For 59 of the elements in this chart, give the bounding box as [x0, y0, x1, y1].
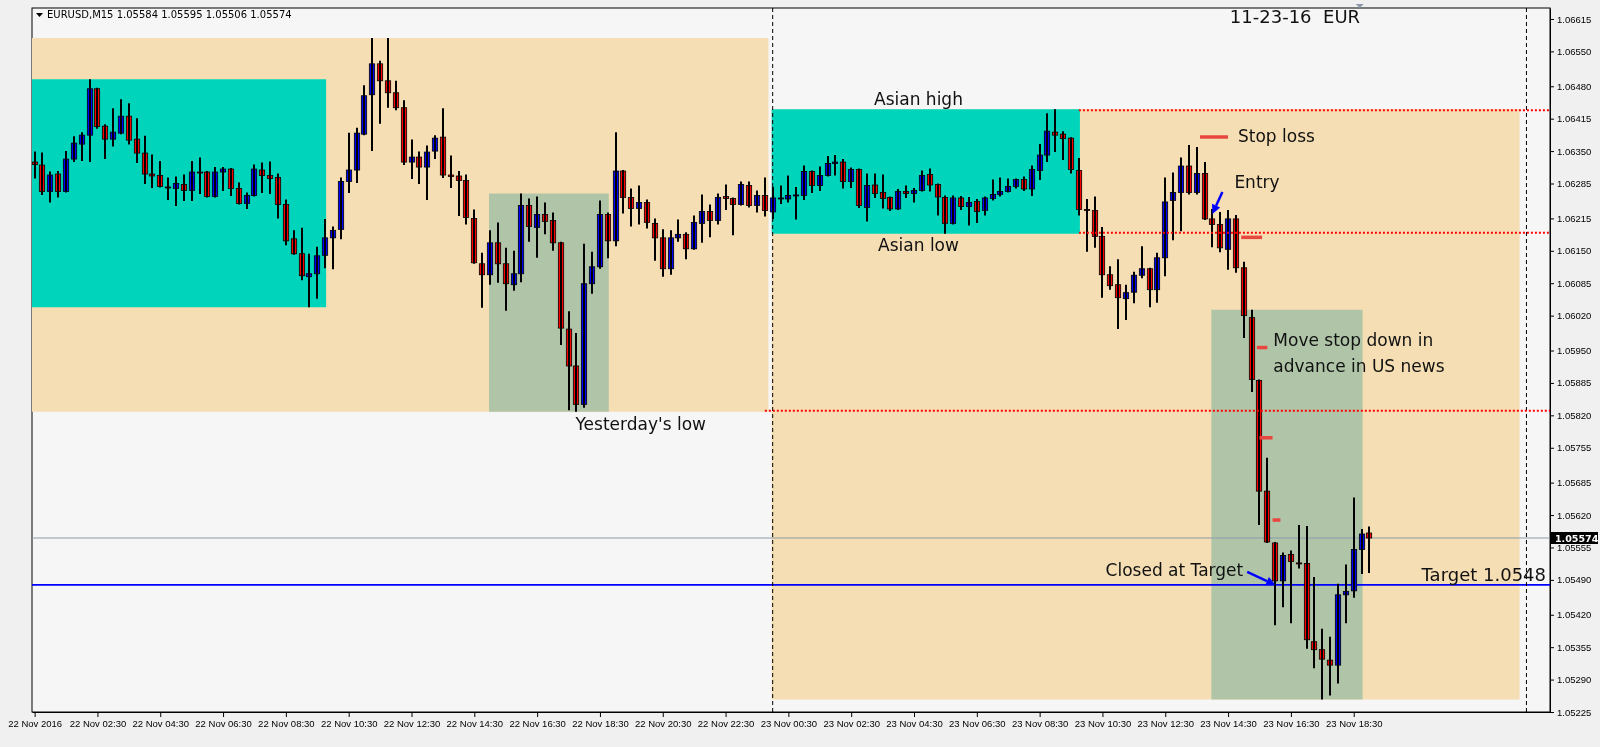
y-tick-label: 1.05950 — [1557, 345, 1592, 357]
y-tick-label: 1.05555 — [1557, 542, 1592, 554]
y-tick-label: 1.05490 — [1557, 574, 1592, 586]
candlestick — [164, 177, 172, 200]
x-tick-label: 22 Nov 04:30 — [132, 717, 189, 729]
x-tick-label: 23 Nov 08:30 — [1011, 717, 1069, 729]
x-tick-label: 22 Nov 20:30 — [635, 717, 692, 729]
y-tick-label: 1.06020 — [1557, 310, 1592, 322]
y-tick-label: 1.06550 — [1557, 45, 1592, 57]
x-tick-label: 22 Nov 22:30 — [697, 717, 755, 729]
x-tick-label: 22 Nov 18:30 — [572, 717, 629, 729]
chart-subtitle: 11-23-16 EUR — [1229, 6, 1361, 27]
candlestick — [1295, 525, 1303, 569]
y-tick-label: 1.06350 — [1557, 145, 1592, 157]
ref-line-label: Target 1.0548 — [1420, 563, 1546, 585]
y-tick-label: 1.06150 — [1557, 245, 1592, 257]
x-tick-label: 23 Nov 06:30 — [949, 717, 1006, 729]
x-tick-label: 23 Nov 02:30 — [823, 717, 880, 729]
x-tick-label: 22 Nov 12:30 — [383, 717, 441, 729]
x-tick-label: 23 Nov 10:30 — [1074, 717, 1132, 729]
y-tick-label: 1.05820 — [1557, 409, 1592, 421]
y-tick-label: 1.06615 — [1557, 13, 1592, 25]
annotation: Asian low — [878, 234, 960, 255]
x-tick-label: 23 Nov 00:30 — [760, 717, 818, 729]
y-tick-label: 1.05225 — [1557, 706, 1592, 718]
y-tick-label: 1.05885 — [1557, 377, 1592, 389]
y-tick-label: 1.05290 — [1557, 674, 1592, 686]
y-tick-label: 1.05755 — [1557, 442, 1592, 454]
x-tick-label: 23 Nov 12:30 — [1137, 717, 1195, 729]
y-tick-label: 1.05685 — [1557, 477, 1592, 489]
ref-line-label: 1.05574 — [1555, 532, 1599, 544]
y-tick-label: 1.06480 — [1557, 80, 1592, 92]
y-tick-label: 1.06285 — [1557, 178, 1592, 190]
y-tick-label: 1.06415 — [1557, 113, 1592, 125]
x-tick-label: 22 Nov 10:30 — [320, 717, 378, 729]
x-tick-label: 23 Nov 16:30 — [1263, 717, 1320, 729]
annotation: Asian high — [874, 89, 963, 110]
y-tick-label: 1.05420 — [1557, 609, 1592, 621]
x-tick-label: 22 Nov 2016 — [8, 717, 63, 729]
x-tick-label: 23 Nov 18:30 — [1325, 717, 1383, 729]
candlestick — [447, 155, 455, 188]
candlestick — [792, 186, 800, 220]
x-tick-label: 23 Nov 04:30 — [886, 717, 943, 729]
annotation: Move stop down in advance in US news — [1273, 329, 1445, 376]
y-tick-label: 1.05355 — [1557, 641, 1592, 653]
annotation: Yesterday's low — [574, 413, 707, 434]
x-tick-label: 22 Nov 06:30 — [195, 717, 252, 729]
annotation: Closed at Target — [1105, 559, 1244, 580]
y-tick-label: 1.06085 — [1557, 277, 1592, 289]
chart-title: EURUSD,M15 1.05584 1.05595 1.05506 1.05574 — [47, 9, 292, 20]
x-tick-label: 22 Nov 14:30 — [446, 717, 504, 729]
x-tick-label: 22 Nov 16:30 — [509, 717, 566, 729]
annotation: Entry — [1234, 171, 1280, 192]
x-tick-label: 22 Nov 08:30 — [258, 717, 315, 729]
legend-label: Stop loss — [1238, 126, 1316, 146]
y-tick-label: 1.06215 — [1557, 212, 1592, 224]
x-tick-label: 22 Nov 02:30 — [69, 717, 127, 729]
y-tick-label: 1.05620 — [1557, 509, 1592, 521]
x-tick-label: 23 Nov 14:30 — [1200, 717, 1257, 729]
